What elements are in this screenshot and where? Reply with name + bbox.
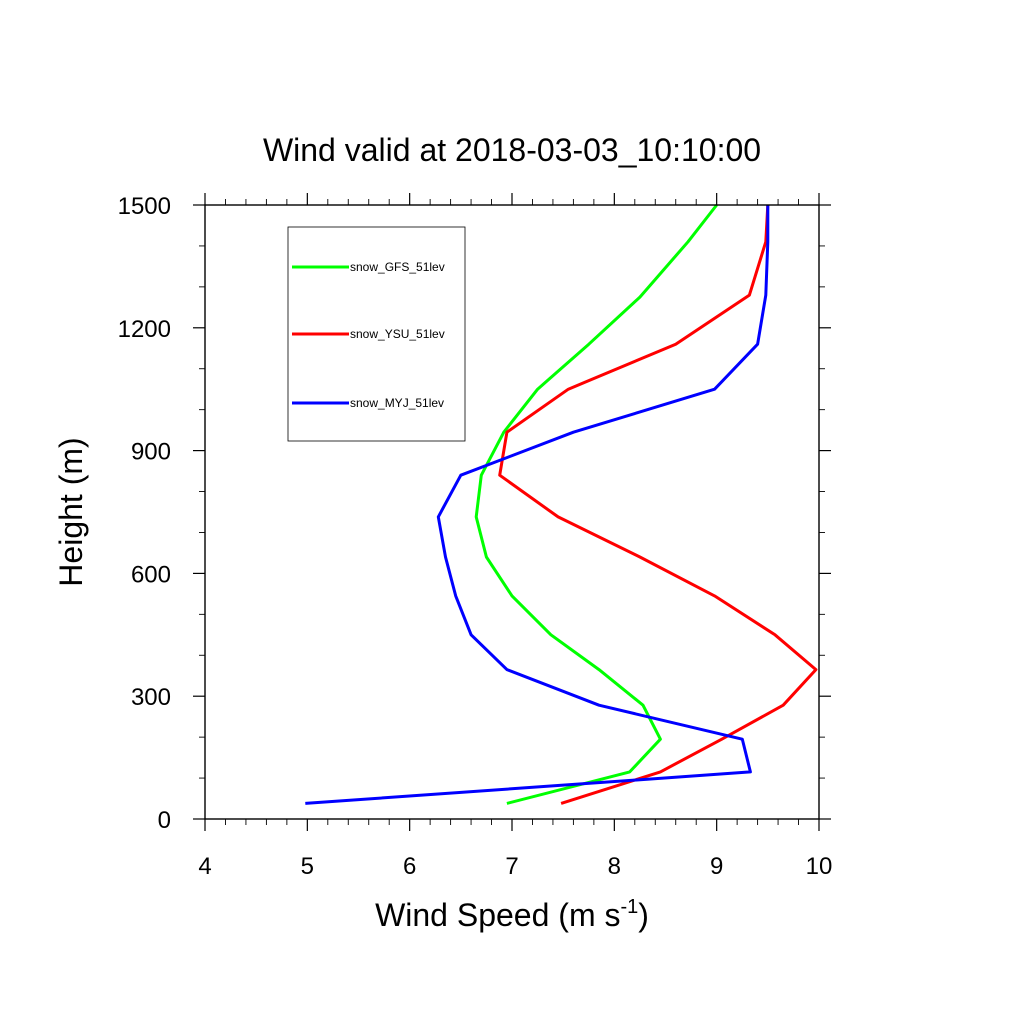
x-tick-label: 5	[301, 853, 314, 880]
y-tick-label: 300	[131, 684, 171, 711]
x-tick-label: 8	[608, 853, 621, 880]
x-tick-label: 9	[710, 853, 723, 880]
x-tick-label: 4	[198, 853, 211, 880]
x-axis-label: Wind Speed (m s-1)	[375, 896, 649, 933]
series-line-0	[474, 204, 718, 805]
legend: snow_GFS_51lev snow_YSU_51lev snow_MYJ_51l…	[287, 226, 466, 442]
x-axis-label-sup: -1	[620, 896, 638, 918]
x-axis-label-main: Wind Speed (m s	[375, 897, 620, 933]
y-tick-label: 1200	[118, 316, 171, 343]
legend-label-0: snow_GFS_51lev	[350, 260, 445, 274]
legend-label-2: snow_MYJ_51lev	[350, 396, 444, 410]
x-tick-label: 6	[403, 853, 416, 880]
y-tick-label: 1500	[118, 193, 171, 220]
x-axis-label-end: )	[638, 897, 649, 933]
series-line-1	[498, 204, 818, 805]
y-axis-label: Height (m)	[53, 437, 89, 586]
series-line-2	[305, 205, 770, 805]
y-tick-label: 0	[158, 807, 171, 834]
y-tick-label: 900	[131, 439, 171, 466]
legend-label-1: snow_YSU_51lev	[350, 327, 445, 341]
x-tick-label: 10	[806, 853, 833, 880]
plot-frame	[204, 204, 820, 820]
y-tick-label: 600	[131, 561, 171, 588]
chart-title: Wind valid at 2018-03-03_10:10:00	[263, 132, 761, 168]
x-tick-label: 7	[505, 853, 518, 880]
